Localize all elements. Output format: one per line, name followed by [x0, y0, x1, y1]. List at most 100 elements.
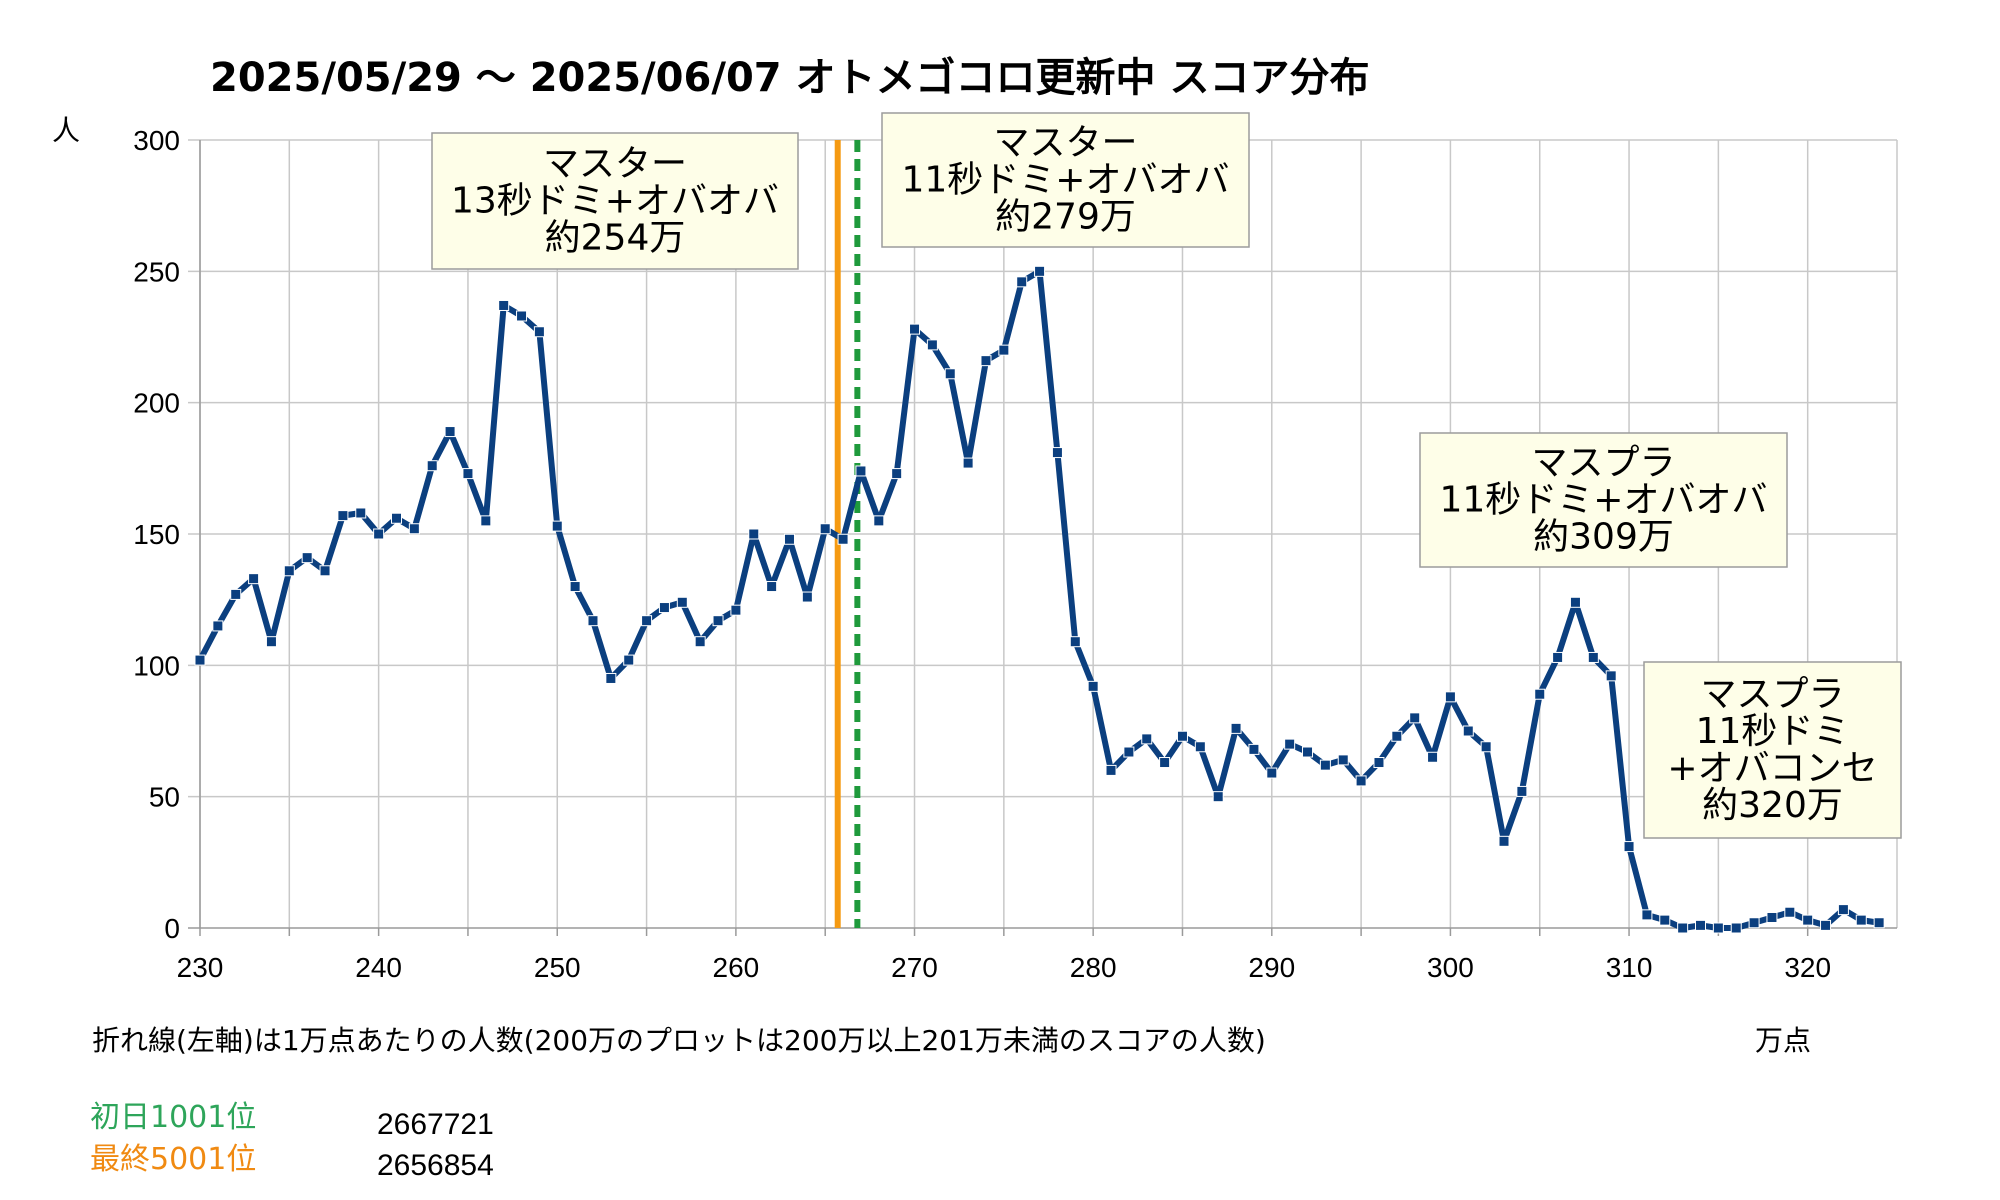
x-axis-label: 万点: [1755, 1024, 1811, 1057]
data-point: [212, 620, 224, 632]
x-tick-label: 270: [891, 952, 938, 983]
data-point: [230, 588, 242, 600]
data-point: [426, 460, 438, 472]
annotation-line: 約320万: [1702, 785, 1843, 826]
data-point: [1248, 743, 1260, 755]
data-point: [373, 528, 385, 540]
data-point: [658, 602, 670, 614]
data-point: [480, 515, 492, 527]
x-tick-label: 260: [713, 952, 760, 983]
x-tick-labels: 230 240 250 260 270 280 290 300 310 320: [177, 952, 1831, 983]
x-tick-label: 320: [1784, 952, 1831, 983]
y-tick-label: 200: [133, 388, 180, 419]
data-point: [355, 507, 367, 519]
chart-title: 2025/05/29 〜 2025/06/07 オトメゴコロ更新中 スコア分布: [210, 55, 1369, 101]
data-point: [498, 299, 510, 311]
annotation-line: マスプラ: [1531, 443, 1675, 484]
data-point: [980, 355, 992, 367]
data-point: [551, 520, 563, 532]
data-point: [1427, 751, 1439, 763]
data-point: [587, 615, 599, 627]
data-point: [1516, 785, 1528, 797]
data-point: [1873, 917, 1885, 929]
data-point: [408, 523, 420, 535]
data-point: [1302, 746, 1314, 758]
rank-final-value: 2656854: [377, 1149, 494, 1182]
data-point: [569, 581, 581, 593]
annotation-frame: [431, 132, 799, 270]
data-point: [998, 344, 1010, 356]
data-point: [712, 615, 724, 627]
data-point: [1051, 447, 1063, 459]
annotation-line: 11秒ドミ: [1696, 711, 1850, 752]
data-point: [1855, 914, 1867, 926]
annotation-line: 11秒ドミ+オバオバ: [1440, 480, 1768, 521]
annotation-frame: [1419, 432, 1788, 568]
data-point: [462, 468, 474, 480]
data-point: [694, 636, 706, 648]
data-point: [1230, 722, 1242, 734]
data-point: [766, 581, 778, 593]
rank-first-label: 初日1001位: [90, 1100, 256, 1135]
data-point: [730, 604, 742, 616]
data-point: [748, 528, 760, 540]
chart-note: 折れ線(左軸)は1万点あたりの人数(200万のプロットは200万以上201万未満…: [92, 1024, 1266, 1057]
data-point: [1641, 909, 1653, 921]
data-point: [1462, 725, 1474, 737]
x-tick-label: 310: [1606, 952, 1653, 983]
data-point: [605, 672, 617, 684]
data-point: [283, 565, 295, 577]
y-tick-label: 100: [133, 650, 180, 681]
data-point: [1659, 914, 1671, 926]
data-point: [926, 339, 938, 351]
data-point: [1373, 757, 1385, 769]
data-point: [801, 591, 813, 603]
x-tick-label: 290: [1248, 952, 1295, 983]
data-point: [1337, 754, 1349, 766]
annotation-line: 11秒ドミ+オバオバ: [902, 160, 1230, 201]
data-point: [1105, 764, 1117, 776]
data-point: [944, 368, 956, 380]
data-point: [1802, 914, 1814, 926]
data-point: [1409, 712, 1421, 724]
data-point: [1730, 922, 1742, 934]
data-point: [1837, 904, 1849, 916]
data-point: [1766, 911, 1778, 923]
rank-first-value: 2667721: [377, 1108, 494, 1141]
data-point: [1159, 757, 1171, 769]
annotation-line: マスター: [993, 123, 1137, 164]
data-point: [1176, 730, 1188, 742]
data-point: [855, 465, 867, 477]
data-point: [783, 533, 795, 545]
data-point: [891, 468, 903, 480]
data-point: [623, 654, 635, 666]
data-point: [819, 523, 831, 535]
data-point: [1212, 791, 1224, 803]
data-point: [1123, 746, 1135, 758]
data-point: [1266, 767, 1278, 779]
data-point: [301, 552, 313, 564]
annotation-line: 約309万: [1533, 517, 1674, 558]
annotation-line: 約254万: [545, 218, 686, 259]
annotation-frame: [1643, 661, 1902, 839]
data-point: [1069, 636, 1081, 648]
annotation-frame: [881, 112, 1250, 248]
data-point: [444, 426, 456, 438]
x-tick-label: 300: [1427, 952, 1474, 983]
y-tick-label: 250: [133, 256, 180, 287]
rank-final-label: 最終5001位: [90, 1142, 256, 1177]
data-point: [1677, 922, 1689, 934]
data-point: [265, 636, 277, 648]
y-tick-label: 150: [133, 519, 180, 550]
data-point: [1498, 835, 1510, 847]
series-line: [197, 268, 1880, 931]
data-point: [1552, 651, 1564, 663]
data-point: [1623, 841, 1635, 853]
data-point: [516, 310, 528, 322]
annotation-line: 13秒ドミ+オバオバ: [451, 181, 779, 222]
